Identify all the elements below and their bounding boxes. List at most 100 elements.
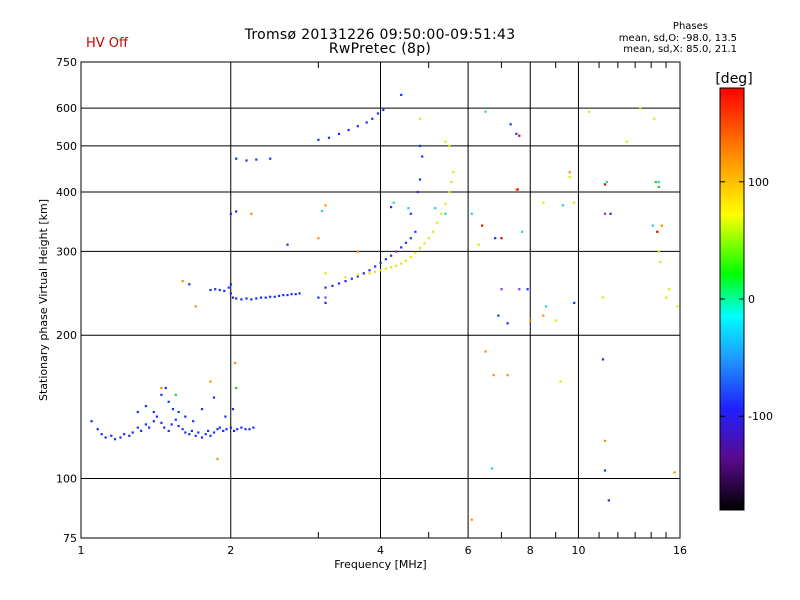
data-point — [434, 207, 437, 210]
colorbar-tick-label: 0 — [748, 293, 755, 306]
data-point — [216, 457, 219, 460]
data-point — [526, 288, 529, 291]
x-tick-label: 10 — [571, 544, 585, 557]
data-point — [407, 207, 410, 210]
data-point — [140, 429, 143, 432]
data-point — [113, 438, 117, 441]
data-point — [657, 180, 660, 184]
data-point — [418, 178, 422, 181]
data-point — [224, 415, 227, 418]
data-point — [450, 180, 453, 184]
data-point — [235, 297, 238, 300]
data-point — [152, 410, 155, 414]
data-point — [227, 286, 230, 289]
data-point — [90, 420, 93, 423]
data-point — [421, 155, 424, 158]
data-point — [218, 426, 221, 429]
y-tick-label: 300 — [56, 245, 77, 258]
data-point — [250, 212, 253, 215]
data-point — [368, 272, 371, 275]
data-point — [607, 499, 610, 502]
data-point — [255, 158, 258, 161]
data-point — [248, 428, 251, 431]
data-point — [192, 420, 195, 423]
data-point — [414, 230, 417, 233]
data-point — [233, 429, 236, 432]
data-point — [160, 421, 163, 424]
data-point — [236, 428, 239, 431]
data-point — [418, 144, 422, 147]
data-point — [209, 380, 212, 383]
data-point — [269, 295, 272, 298]
chart-subtitle: RwPretec (8p) — [328, 41, 432, 57]
data-point — [197, 431, 200, 434]
data-point — [286, 294, 289, 297]
data-point — [518, 288, 521, 291]
data-point — [404, 259, 408, 262]
data-point — [427, 237, 430, 240]
data-point — [177, 424, 180, 428]
data-point — [559, 380, 562, 383]
data-point — [651, 224, 654, 227]
data-point — [194, 305, 197, 308]
data-point — [376, 112, 379, 115]
data-point — [542, 314, 545, 317]
data-point — [653, 117, 656, 120]
data-point — [225, 428, 228, 431]
data-point — [490, 467, 494, 470]
data-point — [400, 246, 403, 249]
data-point — [184, 415, 187, 418]
data-point — [264, 296, 267, 299]
data-point — [573, 201, 576, 204]
data-point — [96, 428, 99, 431]
data-point — [286, 243, 289, 246]
data-point — [160, 386, 163, 390]
data-point — [542, 201, 545, 204]
data-point — [212, 396, 216, 399]
data-point — [223, 289, 226, 292]
data-point — [200, 408, 204, 411]
data-point — [657, 185, 660, 188]
y-tick-label: 75 — [63, 532, 77, 545]
data-point — [448, 144, 451, 147]
x-tick-label: 8 — [527, 544, 534, 557]
data-point — [317, 237, 320, 240]
data-point — [588, 110, 591, 113]
data-point — [184, 431, 187, 434]
data-point — [294, 293, 297, 296]
data-point — [100, 433, 103, 436]
data-point — [214, 288, 217, 291]
data-point — [278, 294, 281, 297]
data-point — [409, 237, 412, 240]
data-point — [605, 180, 608, 184]
data-point — [209, 434, 212, 437]
data-point — [423, 242, 426, 245]
data-point — [204, 433, 207, 436]
data-point — [639, 107, 642, 110]
data-point — [194, 434, 197, 437]
data-point — [470, 212, 473, 215]
data-point — [371, 117, 374, 120]
data-point — [515, 132, 518, 135]
data-point — [167, 429, 170, 432]
data-point — [544, 305, 548, 308]
data-point — [601, 296, 605, 299]
data-point — [136, 426, 139, 429]
data-point — [368, 269, 371, 272]
data-point — [119, 436, 122, 439]
data-point — [317, 138, 320, 141]
data-point — [350, 277, 353, 280]
data-point — [290, 293, 293, 296]
data-point — [152, 420, 155, 423]
data-point — [365, 121, 368, 124]
data-point — [123, 433, 126, 436]
data-point — [136, 410, 139, 414]
data-point — [509, 123, 512, 126]
colorbar-label: [deg] — [715, 71, 752, 87]
data-point — [347, 128, 350, 132]
data-point — [298, 292, 301, 295]
data-point — [171, 408, 175, 411]
data-point — [235, 386, 238, 390]
plot-grid — [81, 62, 680, 538]
